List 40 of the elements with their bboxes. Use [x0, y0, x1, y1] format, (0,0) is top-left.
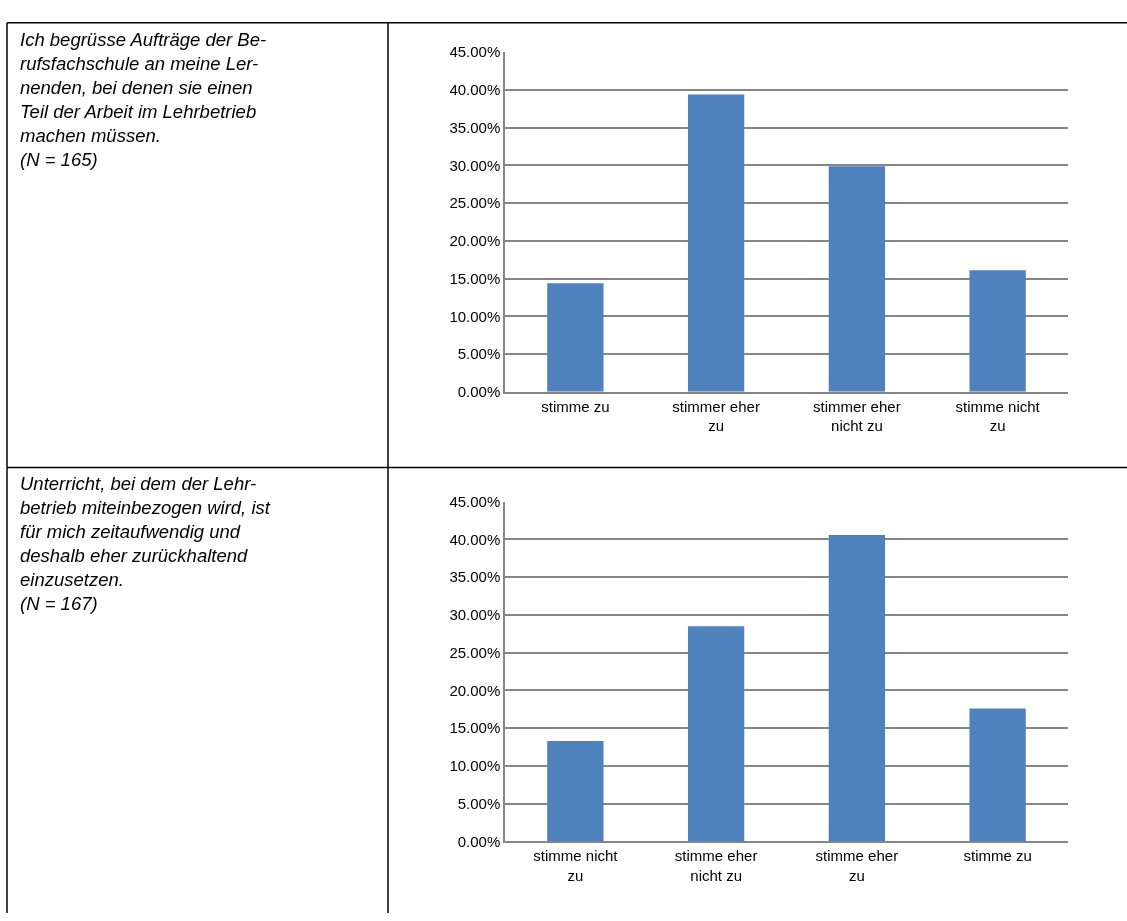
- y-tick-label: 40.00%: [449, 81, 501, 99]
- bar: [969, 270, 1026, 392]
- x-tick-label: stimme nicht zu: [955, 397, 1041, 435]
- y-tick-label: 30.00%: [449, 156, 501, 174]
- y-tick-label: 10.00%: [449, 307, 501, 325]
- y-tick-label: 5.00%: [457, 794, 501, 812]
- y-tick-label: 35.00%: [449, 568, 501, 586]
- bar: [547, 740, 604, 842]
- x-tick-label: stimme zu: [541, 397, 610, 415]
- bar: [828, 166, 886, 392]
- x-tick-label: stimmer eher nicht zu: [813, 397, 901, 435]
- bar: [687, 94, 745, 392]
- bar: [969, 708, 1026, 842]
- y-tick-label: 0.00%: [457, 832, 501, 850]
- y-tick-label: 25.00%: [449, 194, 501, 212]
- y-tick-label: 45.00%: [449, 43, 501, 61]
- y-tick-label: 10.00%: [449, 757, 501, 775]
- y-tick-label: 35.00%: [449, 118, 501, 136]
- x-tick-label: stimme eher nicht zu: [674, 847, 758, 884]
- text: Ich begrüsse Aufträge der Be- rufsfachschule an meine Ler- nenden, bei denen sie einen Teil der Arbeit im Lehrbetrieb machen müssen.: [20, 29, 267, 147]
- text: Unterricht, bei dem der Lehr- betrieb miteinbezogen wird, ist für mich zeitaufwendig und deshalb eher zurückhaltend einzusetzen.: [20, 473, 271, 591]
- text: (N = 165): [20, 149, 98, 171]
- x-tick-label: stimmer eher zu: [672, 397, 760, 435]
- y-tick-label: 0.00%: [457, 383, 501, 401]
- y-tick-label: 25.00%: [449, 643, 501, 661]
- y-tick-label: 20.00%: [449, 681, 501, 699]
- y-tick-label: 20.00%: [449, 232, 501, 250]
- y-tick-label: 45.00%: [449, 492, 501, 510]
- x-tick-label: stimme nicht zu: [533, 847, 619, 884]
- bar: [687, 626, 745, 842]
- y-tick-label: 40.00%: [449, 530, 501, 548]
- text: (N = 167): [20, 593, 98, 615]
- x-tick-label: stimme zu: [963, 847, 1032, 865]
- bar: [828, 534, 886, 842]
- y-tick-label: 5.00%: [457, 345, 501, 363]
- y-tick-label: 15.00%: [449, 269, 501, 287]
- x-tick-label: stimme eher zu: [815, 847, 899, 884]
- y-tick-label: 15.00%: [449, 719, 501, 737]
- bar: [547, 283, 604, 392]
- y-tick-label: 30.00%: [449, 606, 501, 624]
